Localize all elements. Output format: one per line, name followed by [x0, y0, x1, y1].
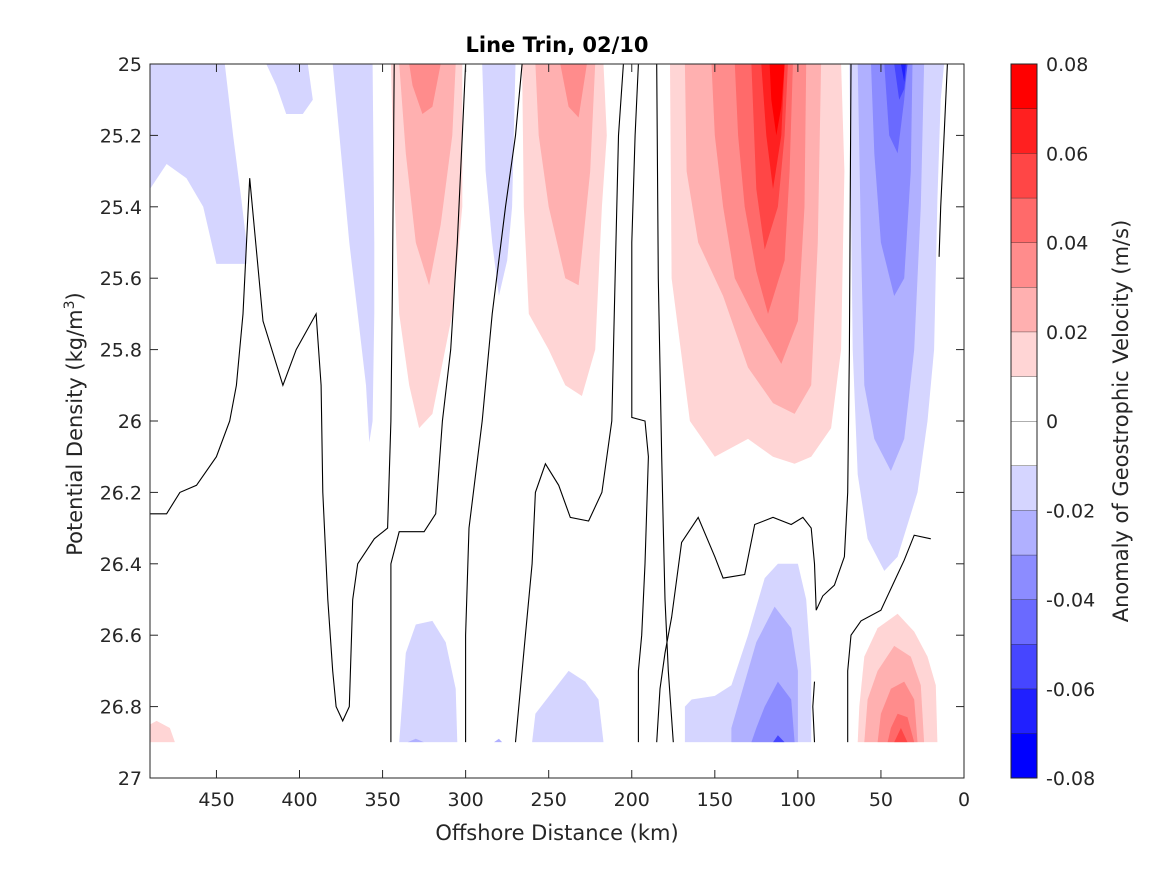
colorbar-band-10: [1011, 287, 1037, 332]
colorbar-band-8: [1011, 376, 1037, 421]
x-tick-label-0: 0: [958, 789, 970, 811]
zero-contour-line-7: [812, 681, 816, 743]
colorbar-band-3: [1011, 599, 1037, 645]
y-tick-label-7: 26.4: [100, 554, 142, 576]
x-axis-label: Offshore Distance (km): [435, 821, 678, 845]
colorbar-band-11: [1011, 242, 1037, 288]
colorbar-band-5: [1011, 510, 1037, 555]
x-tick-label-150: 150: [697, 789, 733, 811]
colorbar-frame: [1010, 63, 1038, 779]
zero-contour-layer: [150, 64, 963, 777]
contour-region-neg3-24: [407, 738, 425, 743]
y-tick-label-3: 25.6: [100, 268, 142, 290]
colorbar-band-6: [1011, 465, 1037, 511]
x-tick-label-300: 300: [447, 789, 483, 811]
contour-region-neg2-25: [532, 670, 604, 743]
contour-fill-layer: [150, 64, 945, 743]
colorbar-band-14: [1011, 108, 1037, 154]
contour-region-neg2-0: [150, 64, 247, 264]
contour-region-pos4-9: [560, 64, 587, 118]
zero-contour-line-0: [150, 64, 395, 723]
zero-contour-line-5: [656, 64, 674, 743]
contour-region-pos8-16: [769, 64, 785, 136]
contour-region-neg2-23: [399, 620, 458, 743]
contour-region-neg2-2: [332, 64, 375, 443]
colorbar-band-7: [1011, 421, 1037, 466]
colorbar-band-12: [1011, 197, 1037, 243]
colorbar-band-2: [1011, 644, 1037, 689]
colorbar-tick-label-3: 0.02: [1046, 322, 1088, 344]
x-tick-label-450: 450: [198, 789, 234, 811]
x-tick-label-200: 200: [614, 789, 650, 811]
chart-title: Line Trin, 02/10: [465, 33, 648, 57]
contour-region-pos4-5: [409, 64, 441, 114]
colorbar-tick-label-8: -0.08: [1046, 768, 1095, 790]
contour-region-neg7-22: [900, 64, 906, 82]
contour-region-pos3-4: [399, 64, 456, 286]
contour-region-pos6-35: [894, 728, 908, 743]
contour-region-neg2-6: [482, 64, 516, 296]
colorbar-band-0: [1011, 733, 1037, 778]
colorbar-tick-label-5: -0.02: [1046, 500, 1095, 522]
contour-region-neg6-30: [773, 735, 785, 743]
x-tick-label-400: 400: [281, 789, 317, 811]
no-data-band: [151, 742, 963, 777]
zero-contour-line-4: [631, 64, 649, 743]
colorbar-tick-label-4: 0: [1046, 411, 1058, 433]
x-tick-label-250: 250: [531, 789, 567, 811]
y-tick-label-6: 26.2: [100, 482, 142, 504]
x-tick-label-100: 100: [780, 789, 816, 811]
colorbar-band-15: [1011, 64, 1037, 109]
colorbar-tick-label-0: 0.08: [1046, 54, 1088, 76]
contour-region-neg2-1: [266, 64, 313, 114]
colorbar: [1011, 63, 1037, 778]
zero-contour-line-8: [847, 534, 931, 743]
contour-region-pos3-8: [535, 64, 596, 286]
zero-contour-line-6: [656, 64, 852, 743]
zero-contour-line-9: [938, 64, 948, 257]
colorbar-tick-label-6: -0.04: [1046, 590, 1095, 612]
zero-contour-line-1: [390, 64, 467, 743]
colorbar-ticks: 0.08 0.06 0.04 0.02 0 -0.02 -0.04 -0.06 -0.08: [1046, 54, 1095, 790]
contour-region-neg3-26: [493, 738, 503, 743]
colorbar-band-13: [1011, 153, 1037, 198]
colorbar-tick-label-1: 0.06: [1046, 143, 1088, 165]
colorbar-tick-label-7: -0.06: [1046, 679, 1095, 701]
x-axis-ticks: 450 400 350 300 250 200 150 100 50 0: [198, 64, 970, 811]
y-axis-ticks: 25 25.2 25.4 25.6 25.8 26 26.2 26.4 26.6 26.8 27: [100, 54, 964, 790]
colorbar-band-1: [1011, 688, 1037, 734]
contour-region-neg4-19: [871, 64, 913, 296]
colorbar-band-9: [1011, 331, 1037, 377]
y-tick-label-1: 25.2: [100, 125, 142, 147]
contour-region-neg4-29: [751, 681, 795, 743]
colorbar-band-4: [1011, 554, 1037, 600]
contour-region-pos2-36: [150, 720, 175, 743]
x-tick-label-350: 350: [364, 789, 400, 811]
y-tick-label-4: 25.8: [100, 340, 142, 362]
y-tick-label-10: 27: [118, 768, 142, 790]
colorbar-label: Anomaly of Geostrophic Velocity (m/s): [1109, 220, 1133, 623]
y-tick-label-8: 26.6: [100, 625, 142, 647]
y-tick-label-0: 25: [118, 54, 142, 76]
y-tick-label-5: 26: [118, 411, 142, 433]
zero-contour-line-3: [514, 64, 624, 743]
y-tick-label-9: 26.8: [100, 697, 142, 719]
y-tick-label-2: 25.4: [100, 197, 142, 219]
y-axis-label: Potential Density (kg/m3): [62, 292, 87, 556]
zero-contour-line-2: [465, 64, 523, 743]
colorbar-tick-label-2: 0.04: [1046, 233, 1088, 255]
x-tick-label-50: 50: [869, 789, 893, 811]
